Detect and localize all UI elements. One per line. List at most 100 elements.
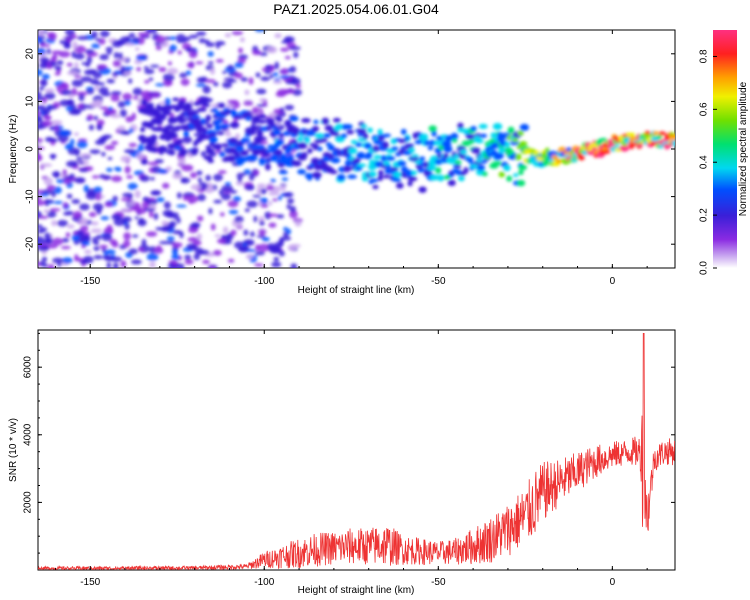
snr-x-tick-label: -150 [80,577,100,588]
noise-cell [130,259,142,265]
noise-cell [46,48,51,55]
noise-cell [99,244,108,249]
noise-cell [46,210,57,218]
noise-cell [205,79,216,83]
ridge-cell [145,121,154,129]
noise-cell [41,107,51,115]
noise-cell [123,232,132,241]
noise-cell [50,153,56,160]
noise-cell [38,115,43,123]
ridge-cell [607,139,614,144]
noise-cell [289,66,297,73]
spectrogram-ylabel: Frequency (Hz) [8,115,19,184]
ridge-cell [636,143,644,147]
noise-cell [295,84,302,89]
noise-cell [112,60,122,67]
ridge-cell [335,136,345,143]
snr-ylabel: SNR (10 * v/v) [8,418,19,482]
noise-cell [122,216,132,223]
ridge-cell [490,132,498,139]
ridge-cell [468,139,475,145]
noise-cell [176,217,181,224]
ridge-cell [290,127,300,135]
noise-cell [255,251,265,256]
noise-cell [284,55,291,60]
noise-cell [77,103,84,109]
noise-cell [141,201,150,210]
noise-cell [169,36,178,41]
noise-cell [147,161,159,166]
noise-cell [99,30,110,38]
noise-cell [38,69,43,76]
ridge-cell [267,144,275,149]
ridge-cell [228,137,238,144]
noise-cell [210,68,215,75]
ridge-cell [378,169,384,176]
ridge-cell [492,122,503,130]
ridge-cell [373,155,382,160]
snr-y-tick-label: 2000 [23,491,34,514]
noise-cell [177,50,182,55]
noise-cell [136,66,142,72]
ridge-cell [314,133,325,139]
noise-cell [167,67,179,75]
noise-cell [95,99,103,107]
ridge-cell [503,164,511,172]
ridge-cell [427,145,434,151]
ridge-cell [513,173,519,178]
ridge-cell [598,137,608,143]
ridge-cell [602,149,611,154]
noise-cell [87,69,98,73]
noise-cell [104,144,116,151]
colorbar-tick-label: 0.8 [699,49,710,63]
x-tick-label: -100 [254,276,274,287]
ridge-cell [154,126,164,132]
ridge-cell [278,170,288,175]
ridge-cell [517,179,526,187]
noise-cell [277,195,282,201]
ridge-cell [470,125,477,132]
noise-cell [272,198,278,202]
noise-cell [94,38,102,42]
noise-cell [190,184,202,191]
noise-cell [205,174,212,182]
noise-cell [63,40,70,48]
ridge-cell [408,147,415,153]
ridge-cell [327,154,335,160]
noise-cell [49,208,61,212]
noise-cell [167,61,172,66]
ridge-cell [435,167,442,174]
ridge-cell [313,119,319,125]
ridge-cell [459,149,468,155]
noise-cell [219,212,225,217]
noise-cell [274,33,282,39]
noise-cell [288,46,301,51]
ridge-cell [372,184,379,190]
noise-cell [244,89,250,96]
ridge-cell [392,171,402,178]
noise-cell [126,201,135,206]
noise-cell [63,211,70,216]
noise-cell [141,238,147,247]
ridge-cell [212,107,218,113]
noise-cell [200,151,207,157]
noise-cell [266,185,275,191]
ridge-cell [391,146,399,151]
noise-cell [90,228,103,234]
noise-cell [171,254,180,261]
ridge-cell [390,166,399,171]
noise-cell [230,229,237,236]
noise-cell [202,259,211,264]
ridge-cell [424,139,430,146]
ridge-cell [428,125,437,132]
ridge-cell [671,140,675,147]
ridge-cell [257,119,267,124]
ridge-cell [249,125,258,132]
noise-cell [78,168,89,173]
ridge-cell [411,170,417,176]
noise-cell [148,77,154,81]
noise-cell [186,62,195,68]
ridge-cell [348,147,358,155]
noise-cell [281,177,289,182]
ridge-cell [343,123,353,130]
